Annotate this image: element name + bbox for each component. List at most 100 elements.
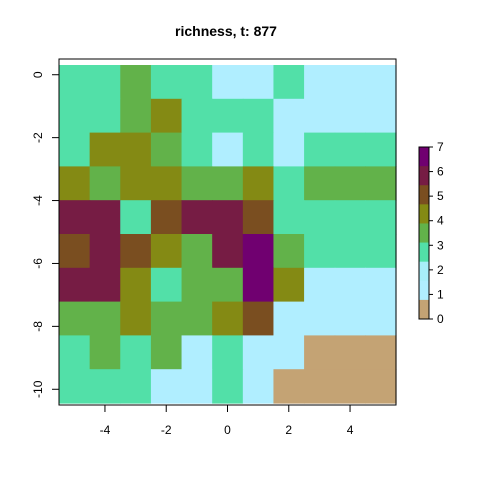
- heatmap-cell: [212, 234, 244, 269]
- chart-title: richness, t: 877: [175, 23, 277, 39]
- heatmap-cell: [150, 166, 183, 201]
- heatmap-cell: [365, 335, 397, 370]
- heatmap-cell: [273, 234, 305, 269]
- legend-swatch: [419, 280, 429, 301]
- heatmap-cell: [242, 132, 275, 167]
- heatmap-cell: [365, 369, 397, 404]
- heatmap-cell: [181, 98, 213, 134]
- x-axis: -4 -2 0 2 4: [100, 404, 354, 437]
- heatmap-cell: [212, 369, 244, 404]
- y-tick-label: -2: [31, 132, 45, 143]
- heatmap-cell: [150, 132, 183, 167]
- heatmap-cell: [59, 132, 91, 167]
- heatmap-cell: [59, 98, 91, 134]
- heatmap-cell: [89, 369, 121, 404]
- legend-swatch: [419, 147, 429, 167]
- heatmap-cell: [334, 369, 366, 404]
- heatmap-cell: [273, 65, 305, 100]
- legend-swatch: [419, 299, 429, 320]
- heatmap-cell: [304, 200, 336, 235]
- heatmap-cell: [181, 301, 213, 336]
- heatmap-cell: [242, 335, 275, 370]
- heatmap-cell: [273, 98, 305, 134]
- legend-tick-label: 3: [437, 238, 444, 252]
- heatmap-cell: [181, 335, 213, 370]
- heatmap-cell: [334, 234, 366, 269]
- heatmap-cell: [150, 65, 183, 100]
- heatmap-cell: [242, 200, 275, 235]
- heatmap-cell: [89, 234, 121, 269]
- heatmap-cell: [365, 301, 397, 336]
- heatmap-cell: [120, 200, 152, 235]
- x-tick-label: 4: [347, 423, 354, 437]
- y-axis: 0 -2 -4 -6 -8 -10: [31, 71, 60, 398]
- heatmap-cell: [334, 267, 366, 303]
- heatmap-cell: [150, 369, 183, 404]
- heatmap-cell: [334, 166, 366, 201]
- heatmap-cell: [334, 98, 366, 134]
- heatmap-cell: [212, 98, 244, 134]
- heatmap-cell: [181, 132, 213, 167]
- y-tick-label: -8: [31, 321, 45, 332]
- heatmap-cell: [181, 267, 213, 303]
- heatmap-cell: [242, 65, 275, 100]
- heatmap-cell: [120, 65, 152, 100]
- heatmap-cell: [334, 301, 366, 336]
- heatmap-cell: [181, 369, 213, 404]
- heatmap-cell: [59, 65, 91, 100]
- heatmap-cell: [365, 267, 397, 303]
- legend-swatch: [419, 166, 429, 186]
- heatmap-cell: [59, 234, 91, 269]
- heatmap-cell: [334, 200, 366, 235]
- heatmap-cell: [334, 65, 366, 100]
- y-tick-label: -10: [31, 380, 45, 398]
- legend-tick-label: 1: [437, 287, 444, 301]
- legend-swatch: [419, 223, 429, 244]
- legend-tick-label: 4: [437, 214, 444, 228]
- heatmap-cell: [304, 166, 336, 201]
- heatmap-cell: [150, 200, 183, 235]
- heatmap-cell: [59, 166, 91, 201]
- heatmap-cell: [212, 267, 244, 303]
- heatmap-cell: [89, 65, 121, 100]
- heatmap-cell: [89, 301, 121, 336]
- heatmap-cell: [150, 335, 183, 370]
- legend-tick-label: 6: [437, 165, 444, 179]
- heatmap-cell: [304, 234, 336, 269]
- x-tick-label: -2: [161, 423, 172, 437]
- heatmap-cell: [150, 98, 183, 134]
- heatmap-cell: [365, 234, 397, 269]
- heatmap-cells: [59, 65, 397, 404]
- heatmap-cell: [89, 166, 121, 201]
- heatmap-cell: [273, 301, 305, 336]
- legend-tick-label: 2: [437, 263, 444, 277]
- heatmap-cell: [273, 369, 305, 404]
- x-tick-label: 2: [285, 423, 292, 437]
- heatmap-cell: [181, 234, 213, 269]
- heatmap-cell: [120, 267, 152, 303]
- heatmap-cell: [89, 267, 121, 303]
- heatmap-cell: [212, 301, 244, 336]
- heatmap-cell: [120, 166, 152, 201]
- heatmap-cell: [89, 98, 121, 134]
- legend-tick-label: 0: [437, 312, 444, 326]
- heatmap-cell: [212, 200, 244, 235]
- heatmap-cell: [120, 369, 152, 404]
- heatmap-cell: [120, 98, 152, 134]
- heatmap-cell: [242, 301, 275, 336]
- heatmap-cell: [120, 335, 152, 370]
- heatmap-cell: [212, 335, 244, 370]
- legend-frame: [418, 146, 430, 320]
- heatmap-cell: [304, 98, 336, 134]
- heatmap-cell: [273, 267, 305, 303]
- heatmap-cell: [150, 301, 183, 336]
- y-tick-label: 0: [31, 71, 45, 78]
- heatmap-cell: [89, 335, 121, 370]
- heatmap-cell: [59, 200, 91, 235]
- y-tick-label: -6: [31, 258, 45, 269]
- heatmap-cell: [334, 335, 366, 370]
- heatmap-cell: [59, 267, 91, 303]
- heatmap-cell: [150, 234, 183, 269]
- legend-swatch: [419, 242, 429, 263]
